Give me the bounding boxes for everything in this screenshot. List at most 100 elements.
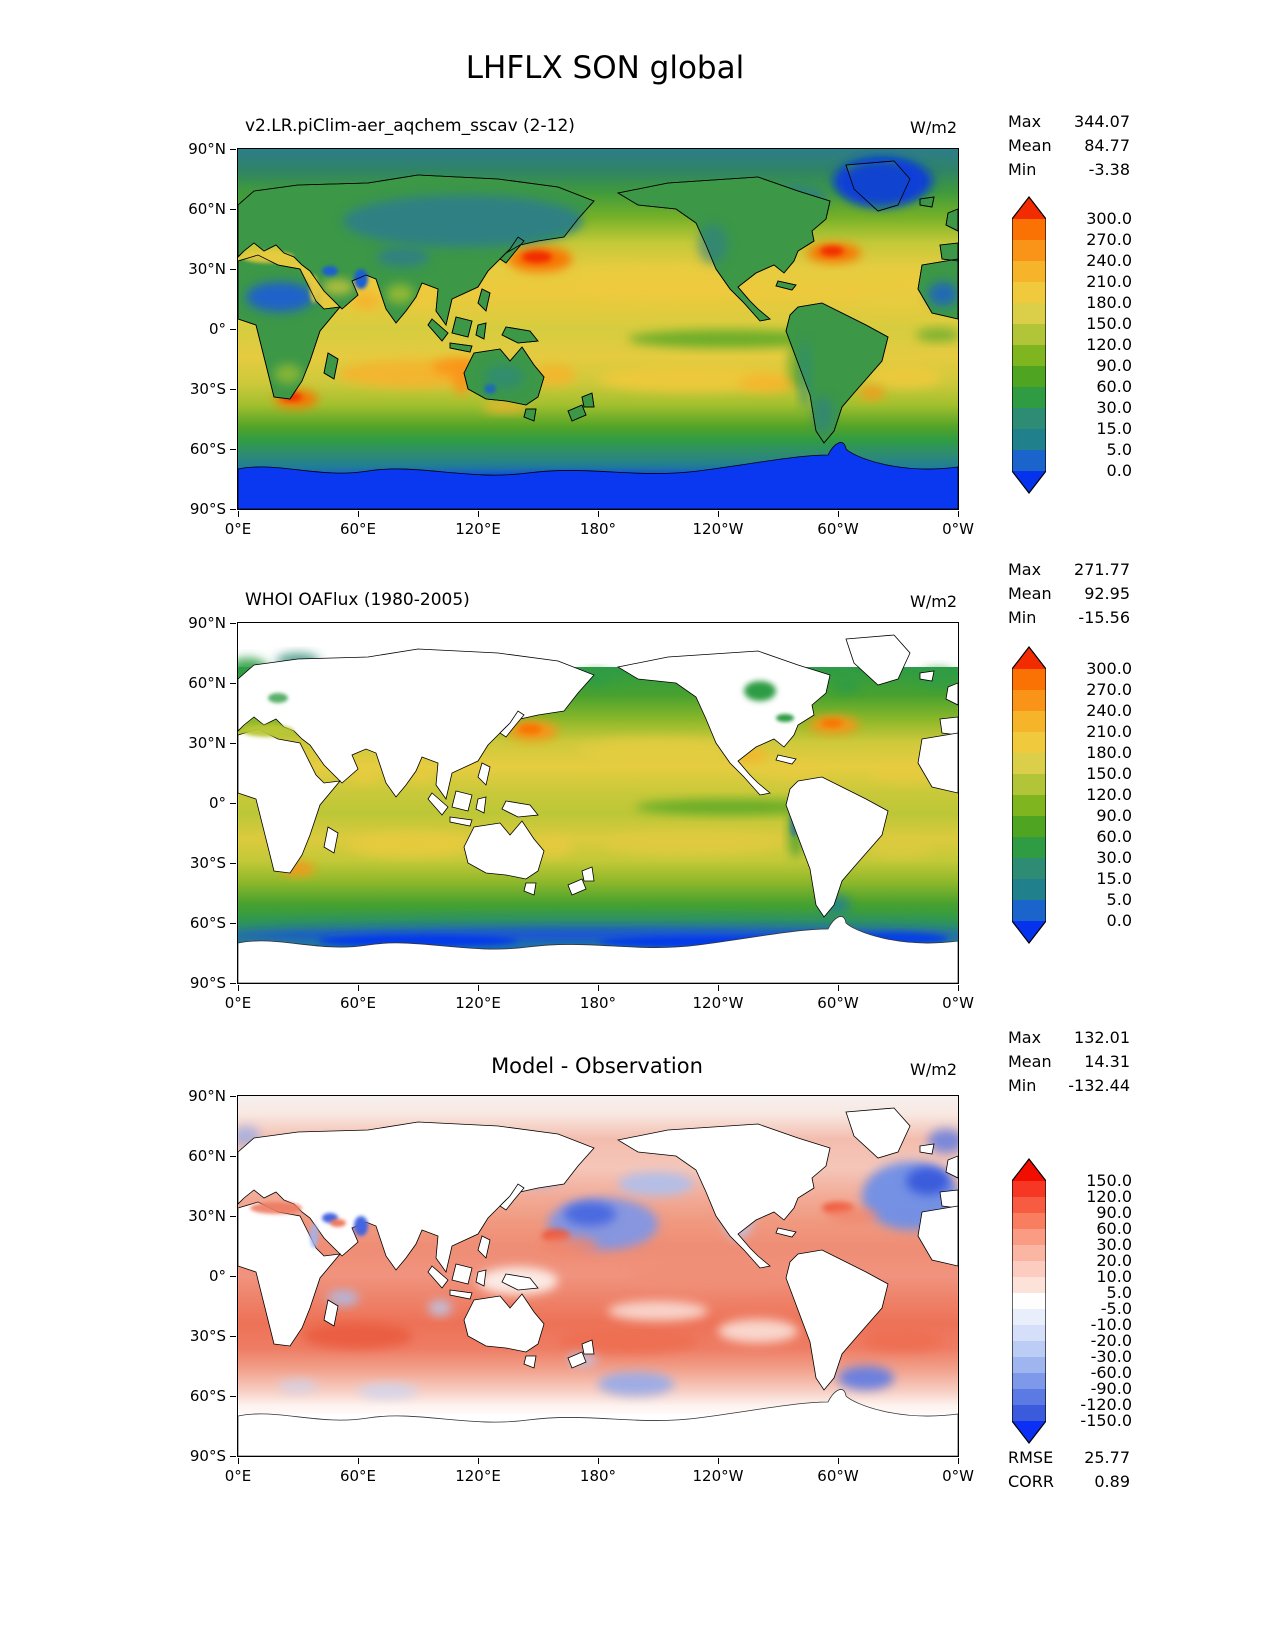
map-field-diff (238, 1096, 958, 1456)
x-tick-label: 180° (579, 1467, 617, 1485)
stat-row: Mean 14.31 (1008, 1050, 1130, 1074)
y-tick-mark (230, 682, 236, 684)
map-diff: 0°E 60°E 120°E 180° 120°W 60°W 0°W 90°N 60°N 30°N… (188, 1087, 974, 1485)
y-tick-label: 30°N (188, 1207, 226, 1225)
x-tick-mark (597, 985, 599, 991)
stat-label: Min (1008, 1076, 1037, 1095)
x-tick-label: 0°W (942, 994, 974, 1012)
colorbar-bar (1011, 196, 1047, 494)
x-tick-mark (597, 1458, 599, 1464)
colorbar-tick-label: 60.0 (1096, 377, 1132, 396)
x-tick-mark (357, 1458, 359, 1464)
colorbar-tick-label: 120.0 (1086, 335, 1132, 354)
colorbar-tick-label: -90.0 (1090, 1379, 1132, 1398)
colorbar-bar (1011, 646, 1047, 944)
map-field-obs (238, 623, 958, 983)
x-tick-label: 180° (579, 520, 617, 538)
x-tick-mark (837, 985, 839, 991)
y-tick-label: 30°N (188, 734, 226, 752)
stat-label: Min (1008, 608, 1037, 627)
colorbar-tick-label: 10.0 (1096, 1267, 1132, 1286)
x-tick-label: 60°W (817, 520, 859, 538)
x-tick-label: 120°W (692, 994, 744, 1012)
colorbar-tick-label: 120.0 (1086, 1187, 1132, 1206)
y-tick-mark (230, 622, 236, 624)
y-tick-label: 60°N (188, 674, 226, 692)
x-tick-mark (957, 985, 959, 991)
colorbar-tick-label: 5.0 (1106, 1283, 1132, 1302)
y-tick-label: 60°S (189, 914, 226, 932)
x-tick-mark (237, 1458, 239, 1464)
colorbar-tick-label: 30.0 (1096, 848, 1132, 867)
stat-row: Min -15.56 (1008, 606, 1130, 630)
colorbar-tick-label: 120.0 (1086, 785, 1132, 804)
x-tick-label: 180° (579, 994, 617, 1012)
y-tick-label: 90°N (188, 140, 226, 158)
colorbar-tick-label: 90.0 (1096, 806, 1132, 825)
y-tick-mark (230, 1395, 236, 1397)
y-tick-mark (230, 328, 236, 330)
x-tick-mark (837, 1458, 839, 1464)
colorbar-tick-label: 150.0 (1086, 314, 1132, 333)
x-tick-mark (357, 511, 359, 517)
colorbar-tick-label: 15.0 (1096, 869, 1132, 888)
y-tick-label: 30°S (189, 380, 226, 398)
colorbar-tick-label: 270.0 (1086, 680, 1132, 699)
x-tick-mark (477, 1458, 479, 1464)
y-tick-mark (230, 1215, 236, 1217)
y-tick-label: 90°N (188, 614, 226, 632)
colorbar-tick-label: 60.0 (1096, 1219, 1132, 1238)
stat-label: Max (1008, 560, 1042, 579)
y-tick-label: 0° (208, 1267, 226, 1285)
stat-row: Max 132.01 (1008, 1026, 1130, 1050)
y-tick-label: 60°S (189, 1387, 226, 1405)
colorbar-tick-label: 210.0 (1086, 722, 1132, 741)
stat-value: 92.95 (1084, 584, 1130, 603)
stat-value: -132.44 (1068, 1076, 1130, 1095)
y-tick-mark (230, 862, 236, 864)
x-tick-mark (717, 985, 719, 991)
y-tick-label: 90°S (189, 1447, 226, 1465)
colorbar-tick-label: 0.0 (1106, 911, 1132, 930)
stats-obs: Max 271.77 Mean 92.95 Min -15.56 (1008, 558, 1130, 630)
y-tick-label: 90°N (188, 1087, 226, 1105)
colorbar-tick-label: 20.0 (1096, 1251, 1132, 1270)
x-tick-label: 60°W (817, 1467, 859, 1485)
stat-row: Mean 84.77 (1008, 134, 1130, 158)
y-tick-mark (230, 508, 236, 510)
x-tick-mark (957, 511, 959, 517)
x-tick-mark (717, 1458, 719, 1464)
y-tick-mark (230, 922, 236, 924)
y-tick-mark (230, 1455, 236, 1457)
colorbar-bar (1011, 1158, 1047, 1444)
stat-value: 84.77 (1084, 136, 1130, 155)
stat-value: 25.77 (1084, 1448, 1130, 1467)
x-tick-mark (717, 511, 719, 517)
y-tick-mark (230, 1095, 236, 1097)
y-tick-mark (230, 148, 236, 150)
x-tick-mark (477, 985, 479, 991)
colorbar-obs: 300.0 270.0 240.0 210.0 180.0 150.0 120.0 90.0 6… (1011, 646, 1142, 948)
x-tick-mark (597, 511, 599, 517)
x-tick-label: 60°E (339, 1467, 377, 1485)
x-tick-label: 60°E (339, 994, 377, 1012)
stat-row: Max 271.77 (1008, 558, 1130, 582)
colorbar-tick-label: 240.0 (1086, 251, 1132, 270)
map-field-model (238, 149, 958, 509)
x-tick-mark (237, 511, 239, 517)
y-tick-mark (230, 742, 236, 744)
stat-label: Mean (1008, 1052, 1052, 1071)
stat-label: Max (1008, 112, 1042, 131)
stat-label: CORR (1008, 1472, 1054, 1491)
x-tick-label: 0°E (224, 1467, 252, 1485)
y-tick-label: 90°S (189, 974, 226, 992)
stat-row: CORR 0.89 (1008, 1470, 1130, 1494)
colorbar-tick-label: 5.0 (1106, 440, 1132, 459)
y-tick-mark (230, 388, 236, 390)
stats-model: Max 344.07 Mean 84.77 Min -3.38 (1008, 110, 1130, 182)
units-label-model: W/m2 (910, 118, 957, 137)
stat-label: Max (1008, 1028, 1042, 1047)
y-tick-label: 60°S (189, 440, 226, 458)
colorbar-tick-label: 60.0 (1096, 827, 1132, 846)
x-tick-label: 0°W (942, 520, 974, 538)
